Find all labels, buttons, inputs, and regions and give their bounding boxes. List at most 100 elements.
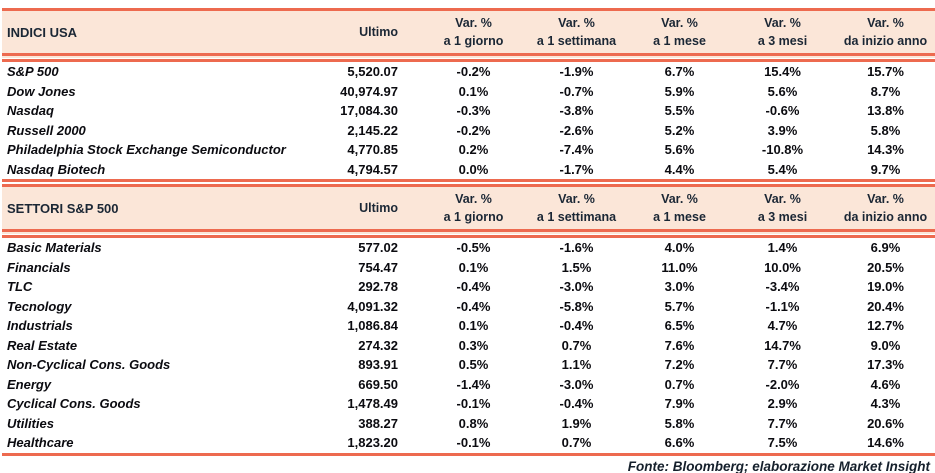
var-label: Var. % <box>867 192 904 206</box>
table-title: SETTORI S&P 500 <box>2 185 324 238</box>
row-var: 5.6% <box>664 142 695 157</box>
row-name: S&P 500 <box>7 64 59 79</box>
row-var: 20.5% <box>867 259 904 275</box>
table-row: Nasdaq Biotech 4,794.57 0.0% -1.7% 4.4% 5.4% 9… <box>2 160 935 181</box>
row-name: Nasdaq Biotech <box>7 161 106 177</box>
row-var: 0.1% <box>458 318 489 333</box>
row-var: 2.9% <box>767 396 798 411</box>
row-name: Utilities <box>7 415 54 431</box>
row-var: -0.6% <box>765 103 800 118</box>
row-var: -1.7% <box>559 161 594 177</box>
table-row: Dow Jones 40,974.97 0.1% -0.7% 5.9% 5.6% 8.7% <box>2 82 935 102</box>
row-var: 0.0% <box>458 161 489 177</box>
var-label: Var. % <box>455 192 492 206</box>
table-row: Tecnology 4,091.32 -0.4% -5.8% 5.7% -1.1% 20.4… <box>2 297 935 317</box>
table-title: INDICI USA <box>2 9 324 62</box>
row-var: -1.1% <box>765 298 800 314</box>
row-ultimo: 2,145.22 <box>347 122 398 138</box>
row-ultimo: 40,974.97 <box>340 83 398 99</box>
table-row: Real Estate 274.32 0.3% 0.7% 7.6% 14.7% 9.0% <box>2 336 935 356</box>
data-table: INDICI USA Ultimo Var. % a 1 giorno Var. %… <box>2 8 935 182</box>
column-header-var: Var. % a 1 giorno <box>422 185 525 238</box>
row-var: 17.3% <box>867 357 904 372</box>
row-var: 9.0% <box>870 337 901 353</box>
row-var: 5.8% <box>664 415 695 431</box>
row-var: 8.7% <box>870 83 901 99</box>
row-var: 1.9% <box>561 415 592 431</box>
row-var: -0.4% <box>456 298 491 314</box>
row-var: -3.4% <box>765 279 800 294</box>
row-var: 6.5% <box>664 318 695 333</box>
row-var: -0.1% <box>456 396 491 411</box>
row-var: 14.3% <box>867 142 904 157</box>
row-var: 0.2% <box>458 142 489 157</box>
row-var: -1.9% <box>559 64 594 79</box>
row-var: -7.4% <box>559 142 594 157</box>
var-period: a 3 mesi <box>757 210 808 224</box>
var-label: Var. % <box>764 16 801 30</box>
row-name: Industrials <box>7 318 73 333</box>
column-header-ultimo: Ultimo <box>324 185 422 238</box>
row-name: Philadelphia Stock Exchange Semiconducto… <box>7 142 286 157</box>
table-row: Healthcare 1,823.20 -0.1% 0.7% 6.6% 7.5% 14.6% <box>2 433 935 454</box>
row-ultimo: 17,084.30 <box>340 103 398 118</box>
row-var: 14.6% <box>867 435 904 450</box>
row-var: 19.0% <box>867 279 904 294</box>
var-period: a 1 giorno <box>443 34 504 48</box>
row-ultimo: 1,086.84 <box>347 318 398 333</box>
column-header-var: Var. % da inizio anno <box>834 9 935 62</box>
row-var: 5.9% <box>664 83 695 99</box>
row-var: 0.7% <box>561 435 592 450</box>
table-row: Financials 754.47 0.1% 1.5% 11.0% 10.0% 20.5% <box>2 258 935 278</box>
row-var: 7.7% <box>767 415 798 431</box>
row-ultimo: 1,478.49 <box>347 396 398 411</box>
var-label: Var. % <box>558 192 595 206</box>
row-var: -0.7% <box>559 83 594 99</box>
row-var: 14.7% <box>764 337 801 353</box>
row-var: 7.7% <box>767 357 798 372</box>
row-var: 0.5% <box>458 357 489 372</box>
var-period: a 1 settimana <box>536 34 617 48</box>
row-var: 7.9% <box>664 396 695 411</box>
row-var: 9.7% <box>870 161 901 177</box>
row-name: TLC <box>7 279 33 294</box>
row-name: Dow Jones <box>7 83 76 99</box>
table-row: Russell 2000 2,145.22 -0.2% -2.6% 5.2% 3.9% 5.… <box>2 121 935 141</box>
row-var: 20.6% <box>867 415 904 431</box>
row-var: 1.5% <box>561 259 592 275</box>
var-label: Var. % <box>661 192 698 206</box>
row-var: -10.8% <box>761 142 804 157</box>
var-label: Var. % <box>867 16 904 30</box>
table-row: Non-Cyclical Cons. Goods 893.91 0.5% 1.1% 7.… <box>2 355 935 375</box>
column-header-var: Var. % a 1 mese <box>628 185 731 238</box>
row-var: 5.5% <box>664 103 695 118</box>
row-var: 0.1% <box>458 83 489 99</box>
table-row: Industrials 1,086.84 0.1% -0.4% 6.5% 4.7% 12.7… <box>2 316 935 336</box>
table-row: Philadelphia Stock Exchange Semiconducto… <box>2 140 935 160</box>
header-row: SETTORI S&P 500 Ultimo Var. % a 1 giorno V… <box>2 185 935 238</box>
row-var: -3.0% <box>559 376 594 392</box>
tables-container: INDICI USA Ultimo Var. % a 1 giorno Var. %… <box>2 8 935 456</box>
column-header-var: Var. % da inizio anno <box>834 185 935 238</box>
row-ultimo: 893.91 <box>358 357 398 372</box>
row-var: 5.7% <box>664 298 695 314</box>
column-header-var: Var. % a 1 mese <box>628 9 731 62</box>
row-var: 5.6% <box>767 83 798 99</box>
row-ultimo: 5,520.07 <box>347 64 398 79</box>
var-period: a 1 giorno <box>443 210 504 224</box>
row-var: 0.7% <box>664 376 695 392</box>
row-name: Non-Cyclical Cons. Goods <box>7 357 171 372</box>
column-header-ultimo: Ultimo <box>324 9 422 62</box>
row-var: 4.0% <box>664 240 695 255</box>
var-period: a 1 mese <box>653 210 706 224</box>
row-var: 0.1% <box>458 259 489 275</box>
row-var: 4.4% <box>664 161 695 177</box>
row-ultimo: 754.47 <box>358 259 398 275</box>
row-var: 11.0% <box>661 259 698 275</box>
table-row: Utilities 388.27 0.8% 1.9% 5.8% 7.7% 20.6% <box>2 414 935 434</box>
row-var: 0.3% <box>458 337 489 353</box>
row-ultimo: 4,794.57 <box>347 161 398 177</box>
row-ultimo: 4,770.85 <box>347 142 398 157</box>
row-var: 0.8% <box>458 415 489 431</box>
